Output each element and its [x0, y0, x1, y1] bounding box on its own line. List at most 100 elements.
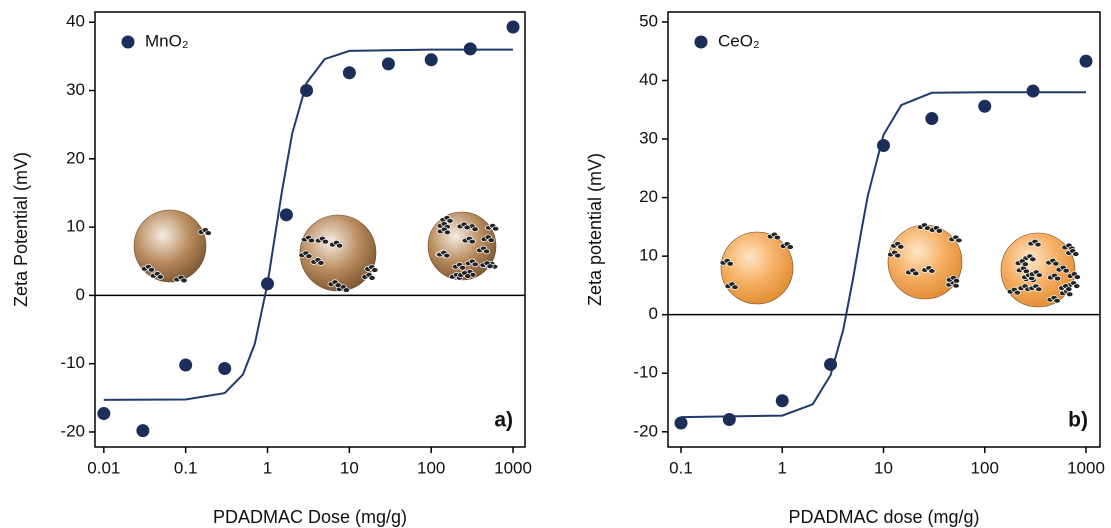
x-tick-label: 0.01	[87, 458, 120, 477]
polymer	[181, 278, 187, 283]
figure: 0.010.11101001000-20-10010203040PDADMAC …	[0, 0, 1111, 528]
y-tick-label: 40	[639, 70, 658, 89]
y-axis-title: Zeta potential (mV)	[585, 153, 605, 306]
y-tick-label: 20	[66, 148, 85, 167]
particle	[888, 225, 962, 299]
polymer	[936, 229, 942, 234]
data-point	[978, 100, 991, 113]
x-tick-label: 10	[340, 458, 359, 477]
polymer	[1054, 276, 1060, 281]
polymer	[1030, 257, 1036, 262]
data-point	[1079, 55, 1092, 68]
polymer	[953, 278, 959, 283]
polymer	[1067, 292, 1073, 297]
panel-label: a)	[494, 409, 513, 432]
polymer	[1066, 287, 1072, 292]
data-point	[824, 358, 837, 371]
polymer	[306, 254, 312, 259]
particle-illustration	[428, 212, 499, 280]
polymer	[1035, 242, 1041, 247]
y-tick-label: -20	[60, 421, 85, 440]
x-tick-label: 100	[417, 458, 445, 477]
polymer	[469, 239, 475, 244]
polymer	[487, 264, 493, 269]
y-tick-label: 30	[639, 129, 658, 148]
y-tick-label: -10	[633, 363, 658, 382]
polymer	[488, 238, 494, 243]
polymer	[465, 274, 471, 279]
x-tick-label: 1	[778, 458, 787, 477]
polymer	[1036, 273, 1042, 278]
x-tick-label: 0.1	[669, 458, 693, 477]
panel-label: b)	[1068, 409, 1088, 432]
polymer	[732, 285, 738, 290]
polymer	[447, 218, 453, 223]
x-tick-label: 0.1	[174, 458, 198, 477]
data-point	[925, 112, 938, 125]
data-point	[507, 21, 520, 34]
data-point	[723, 413, 736, 426]
polymer	[1073, 252, 1079, 257]
data-point	[97, 407, 110, 420]
legend-marker	[695, 36, 708, 49]
polymer	[322, 239, 328, 244]
polymer	[308, 238, 314, 243]
data-point	[382, 57, 395, 70]
polymer	[1014, 290, 1020, 295]
polymer	[372, 268, 378, 273]
polymer	[148, 267, 154, 272]
legend-label: MnO₂	[145, 31, 188, 50]
polymer	[1074, 284, 1080, 289]
polymer	[898, 244, 904, 249]
legend-marker	[122, 36, 135, 49]
y-axis-title: Zeta Potential (mV)	[11, 152, 31, 307]
polymer	[472, 227, 478, 232]
polymer	[492, 226, 498, 231]
polymer	[1074, 275, 1080, 280]
particle-illustration	[134, 210, 211, 283]
polymer	[1036, 287, 1042, 292]
y-tick-label: 10	[639, 246, 658, 265]
data-point	[300, 84, 313, 97]
polymer	[894, 253, 900, 258]
polymer	[318, 261, 324, 266]
polymer	[1022, 262, 1028, 267]
polymer	[929, 269, 935, 274]
polymer	[157, 274, 163, 279]
y-tick-label: 30	[66, 80, 85, 99]
data-point	[179, 359, 192, 372]
particle-illustration	[299, 215, 378, 292]
polymer	[1053, 261, 1059, 266]
data-point	[877, 139, 890, 152]
data-point	[675, 416, 688, 429]
y-tick-label: 40	[66, 12, 85, 31]
legend-label: CeO₂	[718, 31, 760, 50]
polymer	[913, 271, 919, 276]
x-axis-title: PDADMAC Dose (mg/g)	[213, 507, 407, 527]
plot-frame	[668, 12, 1100, 447]
polymer	[343, 288, 349, 293]
particle	[721, 232, 793, 304]
data-point	[261, 277, 274, 290]
polymer	[444, 253, 450, 258]
x-tick-label: 10	[874, 458, 893, 477]
y-tick-label: -10	[60, 353, 85, 372]
polymer	[369, 276, 375, 281]
polymer	[444, 230, 450, 235]
y-tick-label: 0	[649, 304, 658, 323]
polymer	[459, 265, 465, 270]
y-tick-label: 0	[76, 285, 85, 304]
x-tick-label: 1	[263, 458, 272, 477]
x-axis-title: PDADMAC dose (mg/g)	[788, 507, 979, 527]
x-tick-label: 100	[971, 458, 999, 477]
y-tick-label: 20	[639, 187, 658, 206]
polymer	[336, 243, 342, 248]
particle-illustration	[720, 232, 793, 304]
particle-illustration	[1001, 233, 1081, 307]
data-point	[464, 42, 477, 55]
polymer	[953, 283, 959, 288]
polymer	[483, 249, 489, 254]
polymer	[787, 245, 793, 250]
x-tick-label: 1000	[494, 458, 532, 477]
polymer	[335, 283, 341, 288]
